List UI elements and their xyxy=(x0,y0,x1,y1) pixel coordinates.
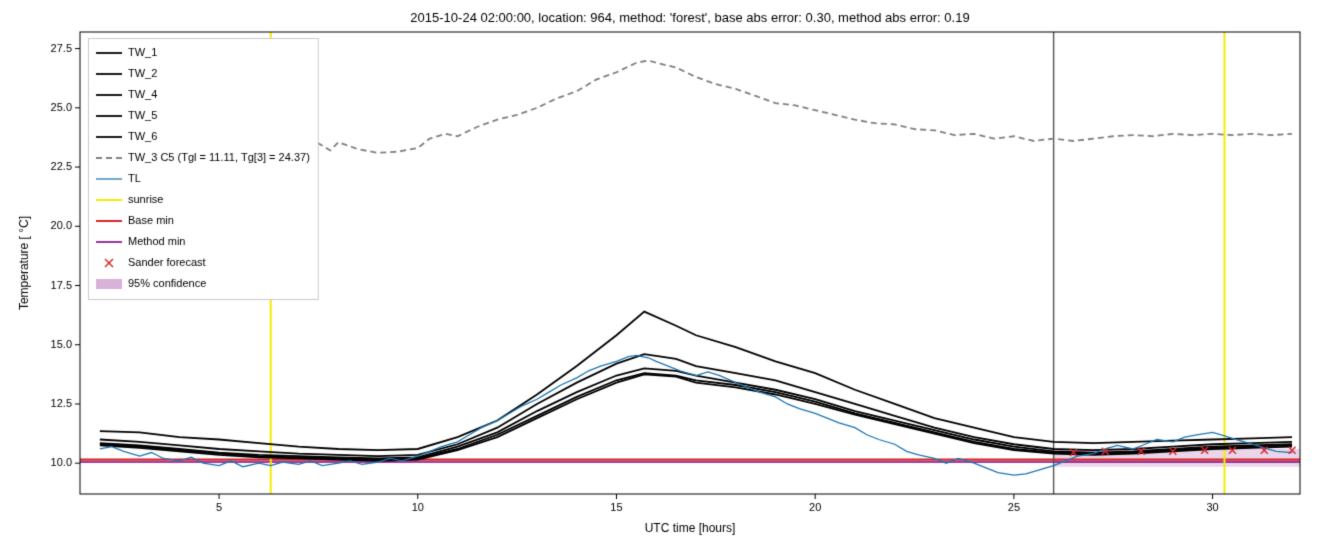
chart-container xyxy=(0,0,1324,547)
temperature-chart xyxy=(0,0,1324,547)
